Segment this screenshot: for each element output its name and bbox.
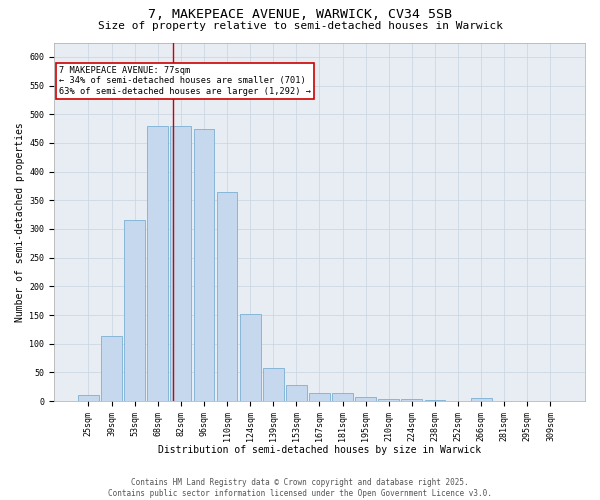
Bar	[194, 128, 214, 401]
Y-axis label: Number of semi-detached properties: Number of semi-detached properties	[15, 122, 25, 322]
Text: 7, MAKEPEACE AVENUE, WARWICK, CV34 5SB: 7, MAKEPEACE AVENUE, WARWICK, CV34 5SB	[148, 8, 452, 20]
Bar	[78, 396, 99, 401]
Bar	[217, 192, 238, 401]
Bar	[379, 399, 399, 401]
Bar	[170, 126, 191, 401]
Bar	[332, 392, 353, 401]
X-axis label: Distribution of semi-detached houses by size in Warwick: Distribution of semi-detached houses by …	[158, 445, 481, 455]
Bar	[263, 368, 284, 401]
Text: Size of property relative to semi-detached houses in Warwick: Size of property relative to semi-detach…	[97, 21, 503, 31]
Bar	[425, 400, 445, 401]
Bar	[401, 400, 422, 401]
Text: 7 MAKEPEACE AVENUE: 77sqm
← 34% of semi-detached houses are smaller (701)
63% of: 7 MAKEPEACE AVENUE: 77sqm ← 34% of semi-…	[59, 66, 311, 96]
Bar	[355, 397, 376, 401]
Bar	[124, 220, 145, 401]
Bar	[309, 392, 330, 401]
Bar	[101, 336, 122, 401]
Bar	[471, 398, 491, 401]
Bar	[286, 385, 307, 401]
Text: Contains HM Land Registry data © Crown copyright and database right 2025.
Contai: Contains HM Land Registry data © Crown c…	[108, 478, 492, 498]
Bar	[240, 314, 260, 401]
Bar	[148, 126, 168, 401]
